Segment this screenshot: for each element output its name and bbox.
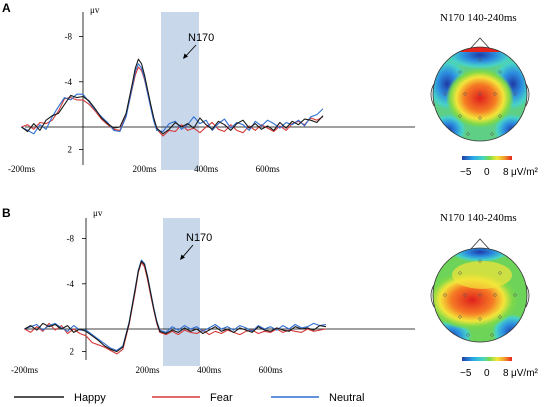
x-tick-label: 400ms (197, 365, 222, 375)
x-tick-label: 600ms (259, 365, 284, 375)
x-ticks: -200ms 200ms 400ms 600ms (8, 164, 280, 174)
y-ticks: -8 -4 2 (67, 234, 86, 357)
x-tick-label: 400ms (194, 164, 219, 174)
topomap-title: N170 140-240ms (440, 212, 517, 224)
legend-label: Fear (210, 392, 233, 404)
panel-label: A (2, 1, 11, 15)
x-tick-label: -200ms (11, 365, 38, 375)
topomap-b: N170 140-240ms −5 0 8 μV/m² (430, 212, 539, 379)
head-outline (432, 247, 528, 343)
legend-label: Neutral (329, 392, 364, 404)
n170-annotation: N170 (186, 232, 212, 244)
ear-right-icon (525, 83, 530, 107)
colorbar-tick: 8 (503, 167, 509, 178)
x-tick-label: 200ms (136, 365, 161, 375)
head-outline (432, 46, 528, 142)
topomap-title: N170 140-240ms (440, 12, 517, 24)
y-tick-label: 2 (68, 145, 73, 155)
colorbar (462, 357, 512, 361)
erp-lines (21, 58, 324, 137)
colorbar-tick: −5 (460, 368, 472, 379)
colorbar (462, 156, 512, 160)
topomap-a: N170 140-240ms −5 0 8 μV/m² (430, 12, 539, 178)
y-tick-label: -8 (65, 32, 73, 42)
y-axis-label: μv (93, 208, 103, 218)
y-ticks: -8 -4 2 (65, 32, 83, 155)
colorbar-tick: 8 (503, 368, 509, 379)
legend-label: Happy (74, 392, 106, 404)
series-line-happy (21, 58, 324, 135)
y-tick-label: -8 (67, 234, 75, 244)
nose-icon (469, 238, 491, 251)
colorbar-tick: 0 (484, 167, 490, 178)
colorbar-unit: μV/m² (511, 368, 539, 379)
panel-label: B (2, 206, 11, 220)
nose-icon (469, 37, 491, 50)
arrow-head (180, 254, 185, 260)
erp-lines (24, 259, 327, 355)
colorbar-tick: 0 (484, 368, 490, 379)
y-tick-label: 2 (70, 347, 75, 357)
ear-left-icon (430, 284, 435, 308)
series-line-fear (21, 66, 324, 137)
series-line-fear (24, 261, 327, 355)
n170-window (161, 12, 199, 170)
panel-b: B μv -8 -4 2 -200ms 200ms 400ms 600ms N170 (2, 206, 415, 375)
y-tick-label: -4 (67, 279, 75, 289)
panel-a: A μv -8 -4 2 -200ms 200ms 400ms 600ms N170 (2, 1, 415, 174)
x-ticks: -200ms 200ms 400ms 600ms (11, 365, 283, 375)
y-axis-label: μv (90, 5, 100, 15)
legend: Happy Fear Neutral (14, 392, 364, 404)
x-tick-label: -200ms (8, 164, 35, 174)
ear-left-icon (430, 83, 435, 107)
ear-right-icon (525, 284, 530, 308)
series-line-happy (24, 260, 327, 353)
y-tick-label: -4 (65, 77, 73, 87)
x-tick-label: 600ms (256, 164, 281, 174)
n170-window (163, 218, 200, 366)
colorbar-unit: μV/m² (511, 167, 539, 178)
x-tick-label: 200ms (133, 164, 158, 174)
arrow-head (183, 53, 188, 59)
colorbar-tick: −5 (460, 167, 472, 178)
n170-annotation: N170 (188, 32, 214, 44)
